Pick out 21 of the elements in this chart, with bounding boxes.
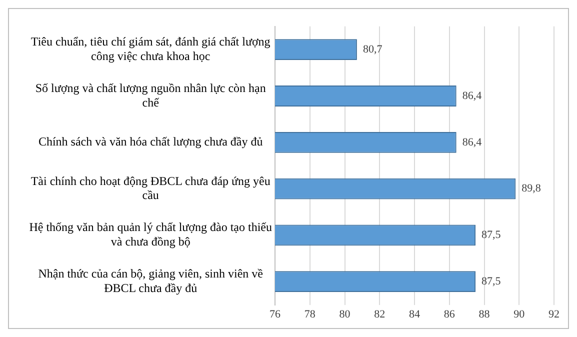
data-label: 87,5 [482, 229, 502, 242]
x-tick-label: 78 [304, 308, 316, 320]
data-label: 87,5 [482, 275, 502, 288]
x-tick-label: 86 [444, 308, 456, 320]
y-tick-label: Tiêu chuẩn, tiêu chí giám sát, đánh giá chất lượng công việc chưa khoa học [30, 34, 270, 63]
data-label: 80,7 [362, 43, 383, 56]
x-tick-label: 84 [409, 308, 420, 320]
x-tick-label: 76 [270, 308, 281, 320]
x-tick-label: 80 [339, 308, 351, 320]
x-tick-label: 92 [548, 308, 560, 320]
x-tick-label: 90 [514, 308, 526, 320]
y-tick-label: Nhận thức của cán bộ, giảng viên, sinh viên về ĐBCL chưa đầy đủ [38, 266, 263, 295]
data-label: 89,8 [522, 182, 542, 195]
x-tick-label: 88 [478, 308, 490, 320]
x-tick-label: 82 [374, 308, 386, 320]
data-label: 86,4 [462, 90, 482, 102]
y-tick-label: Số lượng và chất lượng nguồn nhân lực còn hạn chế [35, 80, 266, 110]
y-tick-label: Hệ thống văn bản quản lý chất lượng đào tạo thiếu và chưa đồng bộ [29, 220, 272, 249]
y-tick-label: Tài chính cho hoạt động ĐBCL chưa đáp ứng yêu cầu [30, 174, 270, 202]
data-label: 86,4 [462, 136, 482, 148]
y-tick-label: Chính sách và văn hóa chất lượng chưa đầy đủ [38, 134, 263, 149]
